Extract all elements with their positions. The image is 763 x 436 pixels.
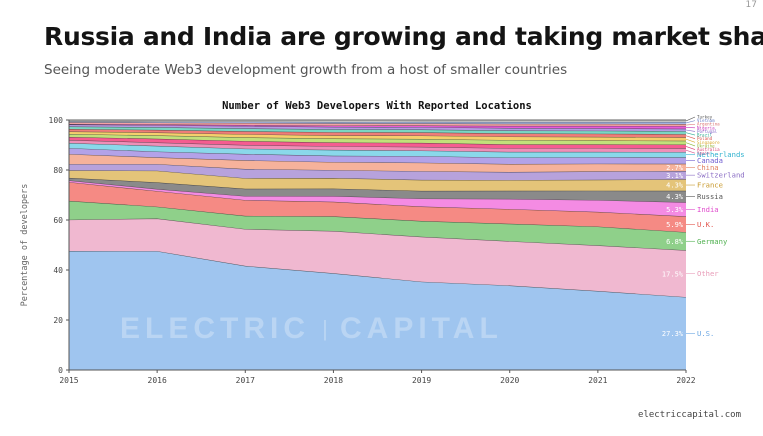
y-axis-label: Percentage of developers: [20, 184, 30, 307]
leader-line-australia: [685, 146, 696, 150]
legend-label-ukraine: Ukraine: [697, 143, 715, 148]
x-tick-label: 2018: [324, 376, 343, 385]
leader-line-argentina: [685, 123, 696, 126]
legend-label-russia: Russia: [697, 192, 723, 201]
legend-label-other: Other: [697, 269, 719, 278]
y-tick-label: 40: [53, 266, 63, 275]
leader-line-portugal: [685, 129, 696, 132]
leader-line-turkey: [685, 116, 696, 122]
legend-label-poland: Poland: [697, 136, 713, 141]
value-label-france: 4.3%: [666, 182, 684, 190]
chart-title: Number of Web3 Developers With Reported …: [222, 100, 532, 112]
value-label-other: 17.5%: [662, 270, 684, 278]
boundary-poland: [68, 128, 687, 135]
legend-label-nigeria: Nigeria: [697, 125, 715, 130]
area-india: [69, 180, 686, 217]
area-australia: [69, 137, 686, 149]
x-tick-label: 2016: [148, 376, 167, 385]
x-tick-label: 2017: [236, 376, 255, 385]
legend-label-portugal: Portugal: [697, 129, 718, 134]
watermark-electric: ELECTRIC: [120, 312, 310, 345]
slide-title: Russia and India are growing and taking …: [44, 22, 763, 51]
area-turkey: [69, 120, 686, 122]
legend-label-turkey: Turkey: [697, 114, 713, 119]
y-tick-label: 100: [49, 116, 64, 125]
stacked-area-chart: Number of Web3 Developers With Reported …: [20, 100, 745, 385]
boundary-canada: [68, 147, 687, 159]
x-tick-label: 2021: [588, 376, 607, 385]
boundary-india: [68, 179, 687, 203]
x-tick-label: 2019: [412, 376, 431, 385]
area-u-s: [69, 251, 686, 370]
value-label-u-k: 5.9%: [666, 221, 684, 229]
x-tick-label: 2020: [500, 376, 519, 385]
legend-label-u-k: U.K.: [697, 220, 714, 229]
chart-axes: 2015 2016 2017 2018 2019 2020 2021 2022 0 20 40 60 8…: [49, 116, 696, 385]
legend-label-germany: Germany: [697, 237, 728, 246]
page-number: 17: [745, 0, 757, 10]
leader-line-singapore: [685, 138, 696, 143]
leader-line-spain: [685, 149, 696, 154]
watermark-separator: |: [322, 316, 328, 341]
value-label-india: 5.3%: [666, 206, 684, 214]
legend-label-brazil: Brazil: [697, 133, 713, 138]
legend-label-singapore: Singapore: [697, 140, 720, 145]
leader-line-poland: [685, 135, 696, 139]
legend-label-u-s: U.S.: [697, 329, 714, 338]
watermark-capital: CAPITAL: [340, 312, 503, 345]
legend-label-argentina: Argentina: [697, 122, 720, 127]
series-labels: U.S. 27.3% Other 17.5% Germany 6.8% U.K. 5.9% In…: [662, 114, 745, 338]
legend-label-vietnam: Vietnam: [697, 118, 715, 123]
leader-line-vietnam: [685, 120, 696, 124]
area-germany: [69, 200, 686, 251]
legend-label-france: France: [697, 181, 723, 190]
value-label-switzerland: 3.1%: [666, 172, 684, 180]
watermark: ELECTRIC | CAPITAL: [120, 312, 503, 345]
area-ukraine: [69, 134, 686, 145]
y-tick-label: 80: [53, 166, 63, 175]
area-series-group: [68, 119, 687, 370]
x-tick-label: 2022: [676, 376, 695, 385]
slide-subtitle: Seeing moderate Web3 development growth …: [44, 62, 568, 78]
area-u-k: [69, 182, 686, 233]
value-label-china: 2.7%: [666, 164, 684, 172]
legend-label-china: China: [697, 163, 719, 172]
y-tick-label: 20: [53, 316, 63, 325]
area-france: [69, 170, 686, 191]
boundary-brazil: [68, 126, 687, 132]
x-tick-label: 2015: [59, 376, 78, 385]
y-tick-label: 0: [58, 366, 63, 375]
value-label-u-s: 27.3%: [662, 330, 684, 338]
leader-line-brazil: [685, 132, 696, 136]
area-china: [69, 154, 686, 172]
legend-label-netherlands: Netherlands: [697, 150, 745, 159]
leader-line-ukraine: [685, 142, 696, 147]
y-tick-label: 60: [53, 216, 63, 225]
legend-label-australia: Australia: [697, 147, 720, 152]
legend-label-india: India: [697, 205, 719, 214]
boundary-argentina: [68, 121, 687, 125]
legend-label-spain: Spain: [697, 151, 710, 156]
value-label-russia: 4.3%: [666, 193, 684, 201]
footer-url[interactable]: electriccapital.com: [638, 410, 741, 420]
area-other: [69, 218, 686, 298]
legend-label-switzerland: Switzerland: [697, 171, 745, 180]
value-label-germany: 6.8%: [666, 238, 684, 246]
boundary-spain: [68, 139, 687, 149]
area-spain: [69, 140, 686, 153]
legend-label-canada: Canada: [697, 156, 723, 165]
